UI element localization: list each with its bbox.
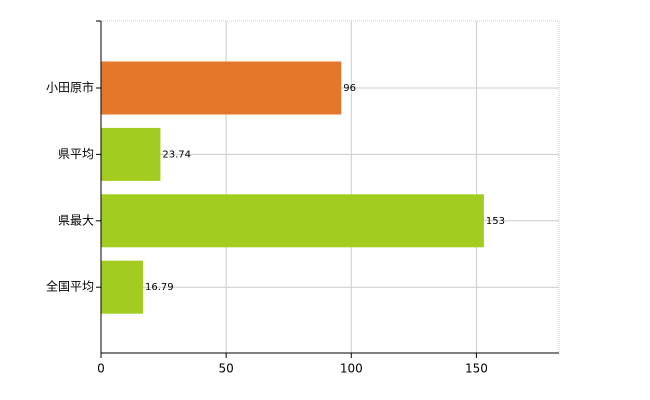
value-label: 96 — [343, 83, 356, 94]
bar — [101, 260, 144, 314]
value-label: 16.79 — [145, 282, 174, 293]
bar — [101, 127, 161, 181]
x-tick-label: 50 — [218, 362, 233, 376]
y-tick-label: 県平均 — [58, 147, 94, 161]
y-tick-label: 小田原市 — [46, 80, 94, 95]
bar — [101, 61, 342, 115]
value-label: 23.74 — [162, 149, 191, 160]
value-label: 153 — [486, 216, 505, 227]
x-tick-label: 0 — [97, 362, 105, 376]
x-tick-label: 150 — [465, 362, 488, 376]
y-tick-label: 全国平均 — [46, 279, 94, 294]
y-tick-label: 県最大 — [58, 213, 94, 227]
bar — [101, 194, 484, 248]
x-tick-label: 100 — [340, 362, 363, 376]
